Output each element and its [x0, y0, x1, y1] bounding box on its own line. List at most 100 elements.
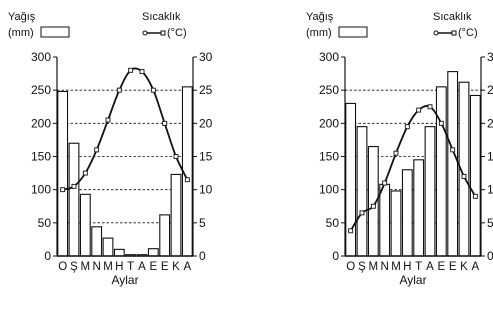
month-label: M: [81, 261, 91, 273]
temperature-point: [472, 193, 478, 199]
left-tick-label: 200: [319, 116, 339, 130]
right-tick-label: 5: [487, 216, 493, 230]
bar: [57, 90, 69, 257]
right-tick-label: 30: [487, 50, 493, 64]
month-label: T: [127, 261, 134, 273]
temperature-point: [150, 87, 156, 93]
temperature-point: [416, 107, 422, 113]
left-tick-label: 250: [31, 83, 51, 97]
temperature-point: [139, 69, 145, 75]
line-legend-marker: [160, 30, 166, 36]
line-legend-unit: (°C): [167, 27, 187, 39]
temperature-point: [94, 147, 100, 153]
right-tick-label: 0: [487, 249, 493, 263]
bar: [401, 169, 413, 257]
left-tick-label: 50: [326, 216, 340, 230]
bar-legend-unit: (mm): [8, 27, 34, 39]
temperature-point: [404, 124, 410, 130]
month-label: M: [391, 261, 401, 273]
temperature-point: [461, 173, 467, 179]
month-label: E: [449, 261, 457, 273]
right-tick-label: 15: [487, 150, 493, 164]
left-tick-label: 150: [319, 150, 339, 164]
month-label: E: [437, 261, 445, 273]
month-label: A: [426, 261, 434, 273]
bar: [447, 71, 459, 257]
bar-legend-label: Yağış: [8, 11, 36, 23]
temperature-point: [116, 87, 122, 93]
line-legend-marker: [433, 30, 439, 36]
line-legend-marker: [451, 30, 457, 36]
bar: [102, 237, 114, 257]
month-label: A: [138, 261, 146, 273]
bar: [356, 126, 368, 257]
chart-2: Yağış (mm) Sıcaklık (°C) 0 50 100 150 200 250 300 0…: [306, 11, 493, 287]
temperature-point: [162, 120, 168, 126]
left-tick-label: 150: [31, 150, 51, 164]
bar: [113, 248, 125, 257]
left-tick-label: 300: [31, 50, 51, 64]
temperature-point: [60, 187, 66, 193]
right-tick-label: 5: [199, 216, 206, 230]
temperature-point: [184, 177, 190, 183]
month-label: O: [346, 261, 355, 273]
right-tick-label: 30: [199, 50, 213, 64]
month-label: E: [149, 261, 157, 273]
right-tick-label: 10: [199, 183, 213, 197]
bar: [469, 94, 481, 257]
bar-legend-swatch: [40, 26, 70, 38]
month-label: N: [93, 261, 101, 273]
bar: [68, 142, 80, 257]
month-label: N: [381, 261, 389, 273]
right-tick-label: 20: [487, 116, 493, 130]
temperature-point: [370, 203, 376, 209]
left-tick-label: 250: [319, 83, 339, 97]
bar-legend-label: Yağış: [306, 11, 334, 23]
month-label: A: [471, 261, 479, 273]
temperature-point: [359, 210, 365, 216]
month-label: Ş: [70, 261, 78, 273]
line-legend-label: Sıcaklık: [433, 11, 472, 23]
left-tick-label: 300: [319, 50, 339, 64]
bar: [435, 86, 447, 257]
temperature-point: [82, 170, 88, 176]
month-label: H: [115, 261, 123, 273]
bar-legend-unit: (mm): [306, 27, 332, 39]
left-tick-label: 100: [31, 183, 51, 197]
right-tick-label: 20: [199, 116, 213, 130]
right-tick-label: 25: [487, 83, 493, 97]
left-tick-label: 50: [38, 216, 52, 230]
temperature-point: [348, 228, 354, 234]
left-tick-label: 100: [319, 183, 339, 197]
line-legend-label: Sıcaklık: [142, 11, 181, 23]
right-tick-label: 0: [199, 249, 206, 263]
temperature-point: [438, 120, 444, 126]
bar: [91, 226, 103, 257]
right-tick-label: 15: [199, 150, 213, 164]
temperature-point: [128, 67, 134, 73]
month-label: T: [415, 261, 422, 273]
bar: [170, 173, 182, 257]
temperature-point: [71, 183, 77, 189]
left-tick-label: 0: [44, 249, 51, 263]
chart-1: Yağış (mm) Sıcaklık (°C) 0 50 100 150 200 250 300 0…: [8, 11, 213, 287]
bar: [159, 214, 171, 257]
month-label: K: [460, 261, 468, 273]
line-legend-marker: [142, 30, 148, 36]
bar: [413, 159, 425, 257]
bar: [390, 190, 402, 257]
left-tick-label: 0: [332, 249, 339, 263]
month-label: K: [172, 261, 180, 273]
bar: [424, 126, 436, 257]
x-axis-label: Aylar: [399, 273, 426, 287]
bar-legend-swatch: [338, 26, 368, 38]
right-tick-label: 10: [487, 183, 493, 197]
temperature-point: [173, 154, 179, 159]
bar: [79, 193, 91, 257]
x-axis-label: Aylar: [111, 273, 138, 287]
temperature-point: [427, 104, 433, 110]
temperature-line: [62, 67, 189, 191]
left-tick-label: 200: [31, 116, 51, 130]
right-tick-label: 25: [199, 83, 213, 97]
